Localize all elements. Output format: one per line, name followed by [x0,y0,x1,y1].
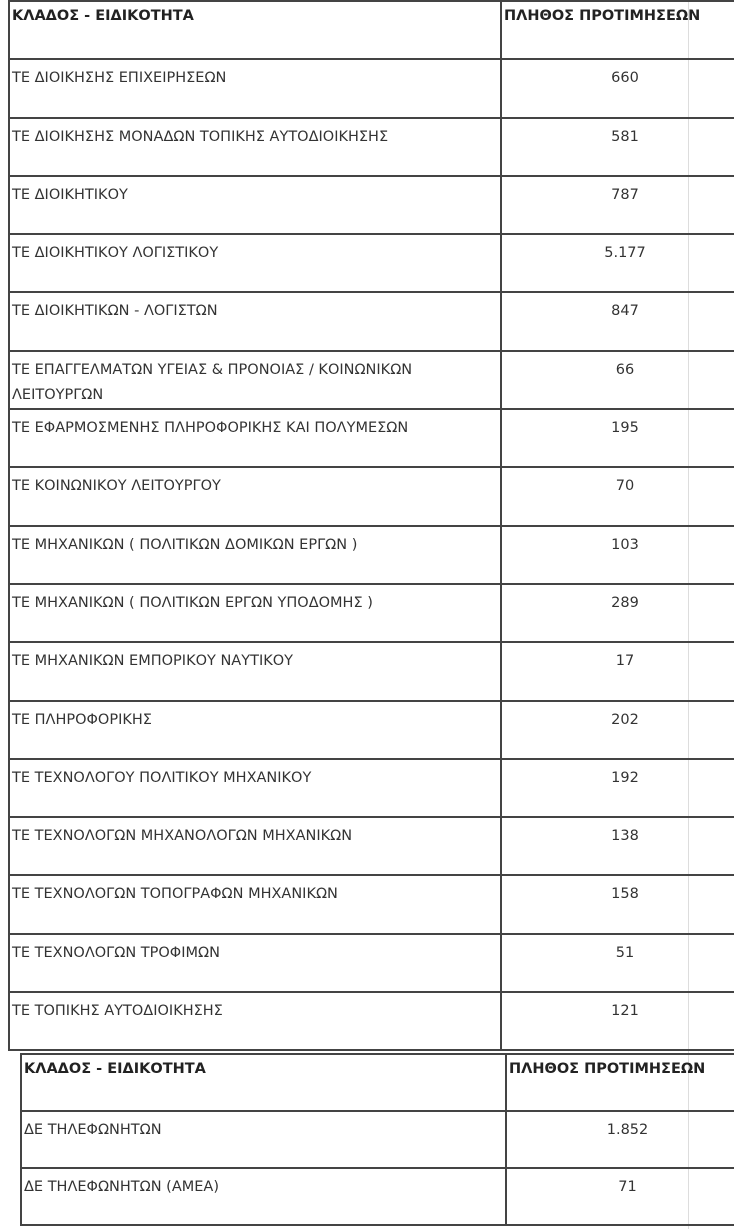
specialty-cell: ΔΕ ΤΗΛΕΦΩΝΗΤΩΝ [20,1110,507,1169]
header-specialty: ΚΛΑΔΟΣ - ΕΙΔΙΚΟΤΗΤΑ [8,0,502,61]
preferences-count-cell: 581 [500,116,734,177]
table-row: ΤΕ ΤΟΠΙΚΗΣ ΑΥΤΟΔΙΟΙΚΗΣΗΣ 121 [8,991,734,1052]
preferences-count-cell: 202 [500,699,734,760]
preferences-count-cell: 66 [500,349,734,411]
preferences-count-cell: 192 [500,757,734,819]
table-row: ΤΕ ΤΕΧΝΟΛΟΓΟΥ ΠΟΛΙΤΙΚΟΥ ΜΗΧΑΝΙΚΟΥ 192 [8,757,734,819]
specialty-cell: ΤΕ ΜΗΧΑΝΙΚΩΝ ΕΜΠΟΡΙΚΟΥ ΝΑΥΤΙΚΟΥ [8,641,502,702]
de-preferences-table: ΚΛΑΔΟΣ - ΕΙΔΙΚΟΤΗΤΑ ΠΛΗΘΟΣ ΠΡΟΤΙΜΗΣΕΩΝ Δ… [20,1053,734,1226]
table-row: ΤΕ ΔΙΟΙΚΗΣΗΣ ΜΟΝΑΔΩΝ ΤΟΠΙΚΗΣ ΑΥΤΟΔΙΟΙΚΗΣ… [8,116,734,177]
specialty-cell: ΤΕ ΠΛΗΡΟΦΟΡΙΚΗΣ [8,699,502,760]
specialty-cell: ΤΕ ΤΕΧΝΟΛΟΓΩΝ ΤΟΠΟΓΡΑΦΩΝ ΜΗΧΑΝΙΚΩΝ [8,874,502,935]
table-row: ΔΕ ΤΗΛΕΦΩΝΗΤΩΝ (ΑΜΕΑ) 71 [20,1167,734,1226]
specialty-cell: ΤΕ ΔΙΟΙΚΗΣΗΣ ΕΠΙΧΕΙΡΗΣΕΩΝ [8,58,502,119]
table-row: ΤΕ ΔΙΟΙΚΗΤΙΚΟΥ 787 [8,174,734,236]
table-row: ΤΕ ΤΕΧΝΟΛΟΓΩΝ ΤΡΟΦΙΜΩΝ 51 [8,932,734,994]
table-row: ΤΕ ΔΙΟΙΚΗΤΙΚΟΥ ΛΟΓΙΣΤΙΚΟΥ 5.177 [8,233,734,294]
te-preferences-table: ΚΛΑΔΟΣ - ΕΙΔΙΚΟΤΗΤΑ ΠΛΗΘΟΣ ΠΡΟΤΙΜΗΣΕΩΝ Τ… [8,0,734,1052]
preferences-count-cell: 289 [500,582,734,644]
table-row: ΤΕ ΠΛΗΡΟΦΟΡΙΚΗΣ 202 [8,699,734,760]
preferences-count-cell: 138 [500,816,734,877]
table-row: ΤΕ ΤΕΧΝΟΛΟΓΩΝ ΤΟΠΟΓΡΑΦΩΝ ΜΗΧΑΝΙΚΩΝ 158 [8,874,734,935]
specialty-cell: ΤΕ ΤΟΠΙΚΗΣ ΑΥΤΟΔΙΟΙΚΗΣΗΣ [8,991,502,1052]
preferences-count-cell: 103 [500,524,734,585]
preferences-count-cell: 660 [500,58,734,119]
table-row: ΤΕ ΜΗΧΑΝΙΚΩΝ ( ΠΟΛΙΤΙΚΩΝ ΔΟΜΙΚΩΝ ΕΡΓΩΝ )… [8,524,734,585]
preferences-count-cell: 70 [500,466,734,527]
table-row: ΤΕ ΔΙΟΙΚΗΤΙΚΩΝ - ΛΟΓΙΣΤΩΝ 847 [8,291,734,352]
specialty-cell: ΤΕ ΜΗΧΑΝΙΚΩΝ ( ΠΟΛΙΤΙΚΩΝ ΔΟΜΙΚΩΝ ΕΡΓΩΝ ) [8,524,502,585]
specialty-cell: ΤΕ ΤΕΧΝΟΛΟΓΩΝ ΤΡΟΦΙΜΩΝ [8,932,502,994]
preferences-count-cell: 5.177 [500,233,734,294]
preferences-count-cell: 121 [500,991,734,1052]
preferences-count-cell: 71 [505,1167,734,1226]
specialty-cell: ΤΕ ΤΕΧΝΟΛΟΓΟΥ ΠΟΛΙΤΙΚΟΥ ΜΗΧΑΝΙΚΟΥ [8,757,502,819]
preferences-count-cell: 17 [500,641,734,702]
table-header-row: ΚΛΑΔΟΣ - ΕΙΔΙΚΟΤΗΤΑ ΠΛΗΘΟΣ ΠΡΟΤΙΜΗΣΕΩΝ [8,0,734,61]
table-row: ΤΕ ΜΗΧΑΝΙΚΩΝ ( ΠΟΛΙΤΙΚΩΝ ΕΡΓΩΝ ΥΠΟΔΟΜΗΣ … [8,582,734,644]
specialty-cell: ΤΕ ΕΦΑΡΜΟΣΜΕΝΗΣ ΠΛΗΡΟΦΟΡΙΚΗΣ ΚΑΙ ΠΟΛΥΜΕΣ… [8,408,502,469]
specialty-cell: ΤΕ ΕΠΑΓΓΕΛΜΑΤΩΝ ΥΓΕΙΑΣ & ΠΡΟΝΟΙΑΣ / ΚΟΙΝ… [8,349,502,411]
preferences-count-cell: 847 [500,291,734,352]
header-preferences-count: ΠΛΗΘΟΣ ΠΡΟΤΙΜΗΣΕΩΝ [505,1053,734,1112]
specialty-cell: ΤΕ ΔΙΟΙΚΗΤΙΚΩΝ - ΛΟΓΙΣΤΩΝ [8,291,502,352]
preferences-count-cell: 195 [500,408,734,469]
preferences-count-cell: 51 [500,932,734,994]
specialty-cell: ΤΕ ΔΙΟΙΚΗΤΙΚΟΥ [8,174,502,236]
table-row: ΤΕ ΔΙΟΙΚΗΣΗΣ ΕΠΙΧΕΙΡΗΣΕΩΝ 660 [8,58,734,119]
table-row: ΤΕ ΕΦΑΡΜΟΣΜΕΝΗΣ ΠΛΗΡΟΦΟΡΙΚΗΣ ΚΑΙ ΠΟΛΥΜΕΣ… [8,408,734,469]
preferences-count-cell: 1.852 [505,1110,734,1169]
table-row: ΤΕ ΚΟΙΝΩΝΙΚΟΥ ΛΕΙΤΟΥΡΓΟΥ 70 [8,466,734,527]
table-row: ΔΕ ΤΗΛΕΦΩΝΗΤΩΝ 1.852 [20,1110,734,1169]
table-header-row: ΚΛΑΔΟΣ - ΕΙΔΙΚΟΤΗΤΑ ΠΛΗΘΟΣ ΠΡΟΤΙΜΗΣΕΩΝ [20,1053,734,1112]
specialty-cell: ΤΕ ΔΙΟΙΚΗΤΙΚΟΥ ΛΟΓΙΣΤΙΚΟΥ [8,233,502,294]
header-preferences-count: ΠΛΗΘΟΣ ΠΡΟΤΙΜΗΣΕΩΝ [500,0,734,61]
preferences-count-cell: 787 [500,174,734,236]
preferences-count-cell: 158 [500,874,734,935]
table-row: ΤΕ ΜΗΧΑΝΙΚΩΝ ΕΜΠΟΡΙΚΟΥ ΝΑΥΤΙΚΟΥ 17 [8,641,734,702]
header-specialty: ΚΛΑΔΟΣ - ΕΙΔΙΚΟΤΗΤΑ [20,1053,507,1112]
specialty-cell: ΤΕ ΚΟΙΝΩΝΙΚΟΥ ΛΕΙΤΟΥΡΓΟΥ [8,466,502,527]
specialty-cell: ΤΕ ΔΙΟΙΚΗΣΗΣ ΜΟΝΑΔΩΝ ΤΟΠΙΚΗΣ ΑΥΤΟΔΙΟΙΚΗΣ… [8,116,502,177]
table-row: ΤΕ ΤΕΧΝΟΛΟΓΩΝ ΜΗΧΑΝΟΛΟΓΩΝ ΜΗΧΑΝΙΚΩΝ 138 [8,816,734,877]
specialty-cell: ΤΕ ΤΕΧΝΟΛΟΓΩΝ ΜΗΧΑΝΟΛΟΓΩΝ ΜΗΧΑΝΙΚΩΝ [8,816,502,877]
specialty-cell: ΤΕ ΜΗΧΑΝΙΚΩΝ ( ΠΟΛΙΤΙΚΩΝ ΕΡΓΩΝ ΥΠΟΔΟΜΗΣ … [8,582,502,644]
table-row: ΤΕ ΕΠΑΓΓΕΛΜΑΤΩΝ ΥΓΕΙΑΣ & ΠΡΟΝΟΙΑΣ / ΚΟΙΝ… [8,349,734,411]
specialty-cell: ΔΕ ΤΗΛΕΦΩΝΗΤΩΝ (ΑΜΕΑ) [20,1167,507,1226]
